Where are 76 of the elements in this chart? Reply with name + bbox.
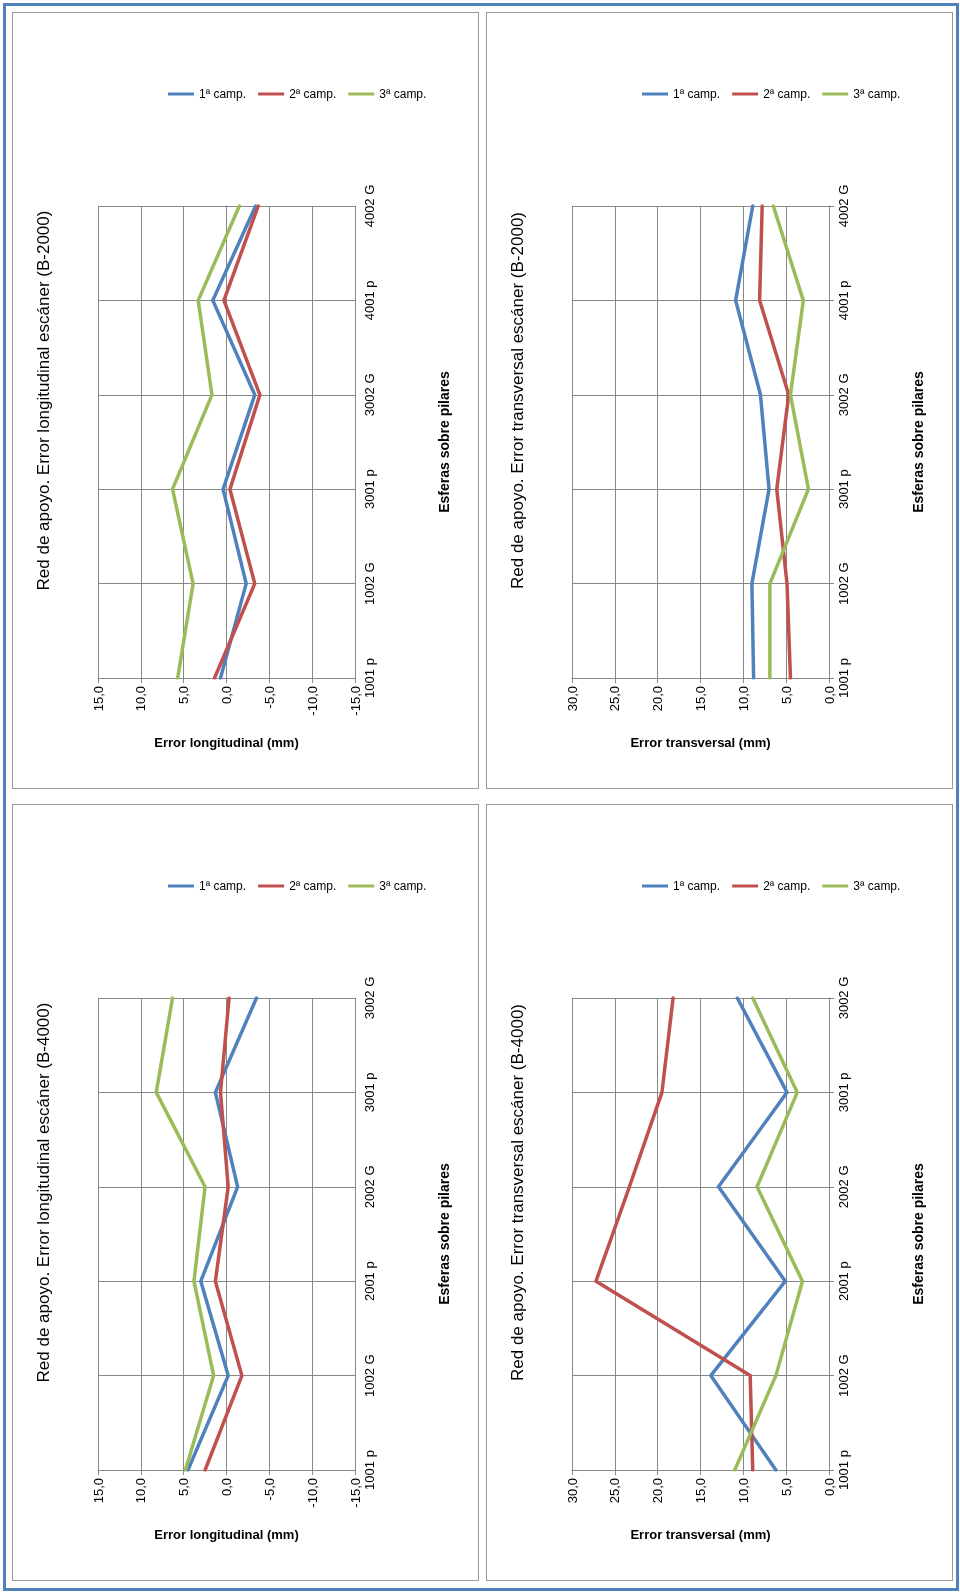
legend-label: 1ª camp. (673, 87, 721, 101)
y-tick-label: 1001 p (362, 1450, 377, 1490)
y-tick-label: 3001 p (836, 469, 851, 510)
x-tick-label: 10,0 (735, 1478, 751, 1504)
y-tick-label: 1002 G (362, 562, 377, 605)
y-tick-label: 1001 p (362, 658, 377, 698)
x-axis-title: Error longitudinal (mm) (154, 1527, 299, 1542)
x-tick-label: 0,0 (821, 1478, 837, 1497)
x-tick-label: 15,0 (90, 1478, 106, 1504)
x-tick-label: 5,0 (778, 686, 794, 705)
legend-label: 1ª camp. (199, 87, 247, 101)
legend-label: 3ª camp. (379, 87, 427, 101)
y-axis-title: Esferas sobre pilares (436, 1162, 452, 1305)
text: Red de apoyo. Error longitudinal escáner (B-2000) (34, 210, 53, 591)
legend-label: 2ª camp. (763, 87, 811, 101)
x-tick-label: 0,0 (219, 686, 234, 705)
x-tick-label: 15,0 (90, 686, 106, 712)
legend-label: 2ª camp. (289, 879, 337, 893)
y-tick-label: 4002 G (836, 184, 851, 228)
x-tick-label: -5,0 (261, 1478, 277, 1501)
x-tick-label: 10,0 (133, 686, 149, 712)
x-tick-label: 5,0 (176, 1478, 192, 1497)
x-tick-label: 20,0 (650, 1478, 666, 1504)
y-tick-label: 3002 G (836, 373, 851, 417)
legend-label: 1ª camp. (673, 879, 721, 893)
x-tick-label: 10,0 (133, 1478, 149, 1504)
x-tick-label: 30,0 (564, 1478, 580, 1504)
x-tick-label: -15,0 (347, 1478, 363, 1508)
y-tick-label: 1001 p (836, 1450, 851, 1490)
y-tick-label: 1002 G (836, 1354, 851, 1397)
legend-label: 3ª camp. (853, 879, 901, 893)
y-tick-label: 4002 G (362, 184, 377, 228)
x-axis-title: Error transversal (mm) (630, 735, 771, 750)
y-tick-label: 4001 p (836, 280, 851, 321)
legend-label: 3ª camp. (853, 87, 901, 101)
x-tick-label: 5,0 (778, 1478, 794, 1497)
y-tick-label: 2002 G (362, 1165, 377, 1209)
x-tick-label: 0,0 (821, 686, 837, 705)
y-tick-label: 3002 G (362, 373, 377, 417)
y-tick-label: 4001 p (362, 280, 377, 321)
x-tick-label: 15,0 (693, 1478, 708, 1504)
y-tick-label: 3002 G (362, 976, 377, 1020)
x-tick-label: 10,0 (735, 686, 751, 712)
y-tick-label: 3001 p (362, 469, 377, 510)
x-axis-title: Error transversal (mm) (630, 1527, 771, 1542)
x-tick-label: -15,0 (347, 686, 363, 716)
y-tick-label: 1002 G (362, 1354, 377, 1397)
y-tick-label: 1001 p (836, 658, 851, 698)
y-axis-title: Esferas sobre pilares (910, 370, 926, 513)
text: Red de apoyo. Error transversal escáner (B-4000) (508, 1003, 527, 1382)
x-tick-label: -5,0 (261, 686, 277, 709)
x-tick-label: 5,0 (176, 686, 192, 705)
x-tick-label: 0,0 (219, 1478, 234, 1497)
legend-label: 3ª camp. (379, 879, 427, 893)
y-tick-label: 2001 p (836, 1261, 851, 1302)
y-tick-label: 1002 G (836, 562, 851, 605)
x-tick-label: 20,0 (650, 686, 666, 712)
x-tick-label: 25,0 (607, 686, 623, 712)
x-axis-title: Error longitudinal (mm) (154, 735, 299, 750)
x-tick-label: 30,0 (564, 686, 580, 712)
y-tick-label: 3001 p (362, 1072, 377, 1113)
legend-label: 2ª camp. (763, 879, 811, 893)
text: Red de apoyo. Error longitudinal escáner (B-4000) (34, 1002, 53, 1383)
x-tick-label: 25,0 (607, 1478, 623, 1504)
legend-label: 2ª camp. (289, 87, 337, 101)
x-tick-label: 15,0 (693, 686, 708, 712)
y-tick-label: 2002 G (836, 1165, 851, 1209)
y-axis-title: Esferas sobre pilares (910, 1162, 926, 1305)
y-tick-label: 3001 p (836, 1072, 851, 1113)
x-tick-label: -10,0 (304, 1478, 320, 1508)
text: Red de apoyo. Error transversal escáner (B-2000) (508, 211, 527, 590)
x-tick-label: -10,0 (304, 686, 320, 716)
y-tick-label: 3002 G (836, 976, 851, 1020)
y-tick-label: 2001 p (362, 1261, 377, 1302)
legend-label: 1ª camp. (199, 879, 247, 893)
y-axis-title: Esferas sobre pilares (436, 370, 452, 513)
